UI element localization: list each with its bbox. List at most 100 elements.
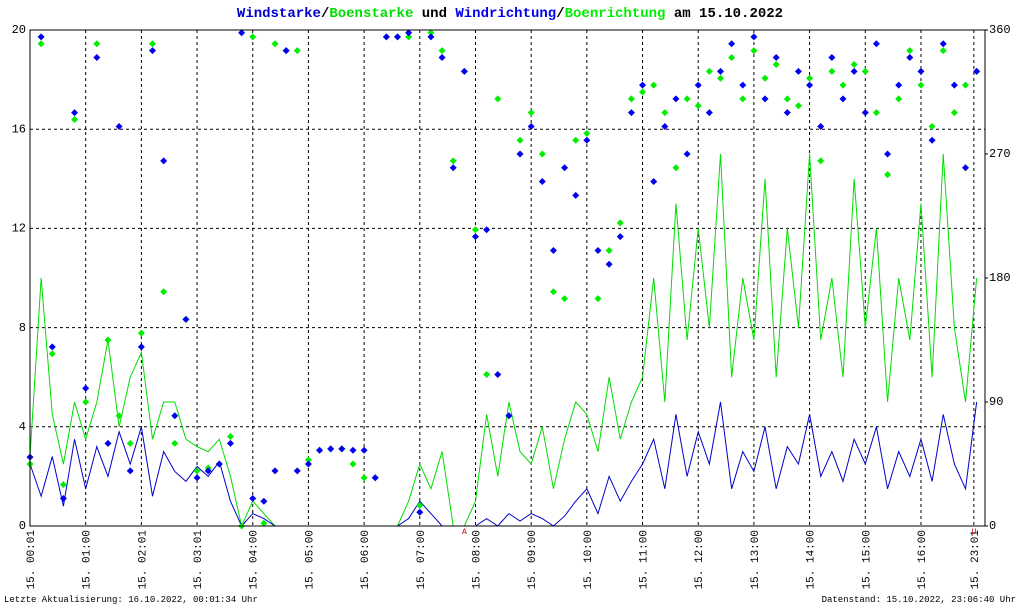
direction-point [650, 178, 658, 186]
direction-point [382, 33, 390, 41]
direction-point [171, 412, 179, 420]
direction-point [82, 398, 90, 406]
direction-point [193, 467, 201, 475]
direction-point [583, 136, 591, 144]
direction-point [527, 109, 535, 117]
direction-point [962, 81, 970, 89]
direction-point [794, 102, 802, 110]
direction-point [71, 109, 79, 117]
title-series: Boenstarke [329, 6, 413, 22]
direction-point [616, 233, 624, 241]
direction-point [761, 95, 769, 103]
direction-point [917, 81, 925, 89]
direction-point [304, 456, 312, 464]
direction-point [861, 109, 869, 117]
direction-point [271, 467, 279, 475]
x-tick-label: 15. 14:00 [806, 530, 818, 589]
direction-point [37, 40, 45, 48]
direction-point [872, 109, 880, 117]
direction-point [516, 136, 524, 144]
direction-point [316, 446, 324, 454]
direction-point [817, 157, 825, 165]
direction-point [605, 246, 613, 254]
direction-point [672, 164, 680, 172]
title-join: / [321, 6, 329, 22]
direction-point [405, 33, 413, 41]
direction-point [349, 460, 357, 468]
direction-point [739, 81, 747, 89]
direction-point [728, 54, 736, 62]
plot-border [29, 29, 986, 527]
direction-point [939, 40, 947, 48]
direction-point [828, 67, 836, 75]
direction-point [59, 494, 67, 502]
direction-point [483, 370, 491, 378]
direction-point [137, 343, 145, 351]
direction-point [661, 122, 669, 130]
x-tick-label: 15. 08:00 [471, 530, 483, 589]
direction-point [794, 67, 802, 75]
direction-point [338, 445, 346, 453]
annotation: A [462, 528, 467, 537]
direction-point [928, 122, 936, 130]
direction-point [238, 29, 246, 37]
x-tick-label: 15. 02:01 [137, 530, 149, 590]
direction-point [93, 54, 101, 62]
direction-point [750, 33, 758, 41]
direction-point [304, 460, 312, 468]
x-tick-label: 15. 13:00 [750, 530, 762, 589]
direction-point [616, 219, 624, 227]
direction-point [471, 226, 479, 234]
x-tick-label: 15. 16:00 [917, 530, 929, 589]
direction-point [160, 288, 168, 296]
y2-tick-label: 270 [989, 147, 1011, 161]
title-series: Boenrichtung [565, 6, 666, 22]
x-tick-label: 15. 01:00 [82, 530, 94, 589]
x-tick-label: 15. 11:00 [639, 530, 651, 589]
direction-point [104, 336, 112, 344]
direction-point [594, 295, 602, 303]
y-tick-label: 16 [12, 122, 26, 136]
x-tick-label: 15. 07:00 [416, 530, 428, 589]
direction-point [516, 150, 524, 158]
direction-point [93, 40, 101, 48]
direction-point [783, 109, 791, 117]
y-tick-label: 0 [19, 519, 26, 533]
direction-point [806, 74, 814, 82]
x-tick-label: 15. 12:00 [694, 530, 706, 589]
direction-point [839, 95, 847, 103]
direction-point [193, 474, 201, 482]
y2-tick-label: 90 [989, 395, 1003, 409]
direction-point [260, 497, 268, 505]
direction-point [327, 445, 335, 453]
direction-point [561, 295, 569, 303]
direction-point [204, 467, 212, 475]
footer-left: Letzte Aktualisierung: 16.10.2022, 00:01… [4, 595, 258, 605]
y2-tick-label: 180 [989, 271, 1011, 285]
direction-point [705, 67, 713, 75]
chart-title: Windstarke/Boenstarke und Windrichtung/B… [237, 6, 783, 22]
direction-point [494, 95, 502, 103]
direction-point [360, 474, 368, 482]
direction-point [917, 67, 925, 75]
direction-point [371, 474, 379, 482]
direction-point [850, 67, 858, 75]
direction-point [171, 439, 179, 447]
direction-point [761, 74, 769, 82]
direction-point [82, 384, 90, 392]
direction-point [939, 47, 947, 55]
x-tick-label: 15. 05:00 [304, 530, 316, 589]
direction-point [71, 116, 79, 124]
direction-point [416, 508, 424, 516]
direction-point [694, 81, 702, 89]
x-tick-label: 15. 00:01 [26, 530, 38, 590]
y-tick-label: 4 [19, 420, 26, 434]
direction-point [115, 122, 123, 130]
direction-point [394, 33, 402, 41]
plot-area [30, 30, 985, 526]
direction-point [683, 95, 691, 103]
annotation: U [971, 528, 976, 537]
y2-tick-label: 360 [989, 23, 1011, 37]
direction-point [906, 54, 914, 62]
direction-point [438, 47, 446, 55]
